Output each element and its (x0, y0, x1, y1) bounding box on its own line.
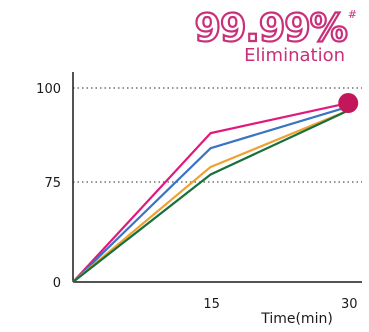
series-layer (72, 101, 349, 283)
x-axis-label: Time(min) (260, 311, 333, 327)
y-tick-label-75: 75 (44, 176, 61, 191)
footnote-mark: # (347, 8, 357, 21)
elimination-percentage: 99.99% (193, 5, 348, 51)
tick-layer: 0 75 100 15 30 (36, 82, 357, 312)
y-tick-label-100: 100 (36, 82, 61, 97)
axes-layer (72, 72, 362, 283)
endpoint-marker (338, 93, 359, 114)
series-line-4 (72, 109, 349, 283)
series-line-3 (72, 109, 349, 283)
elimination-callout: 99.99%# Elimination (193, 5, 357, 66)
x-tick-label-15: 15 (203, 297, 220, 312)
elimination-label: Elimination (244, 45, 345, 66)
series-line-1 (72, 101, 349, 283)
grid-layer (73, 87, 362, 183)
series-line-2 (72, 105, 349, 283)
marker-layer (338, 93, 359, 114)
y-tick-label-0: 0 (53, 276, 61, 291)
x-tick-label-30: 30 (341, 297, 358, 312)
